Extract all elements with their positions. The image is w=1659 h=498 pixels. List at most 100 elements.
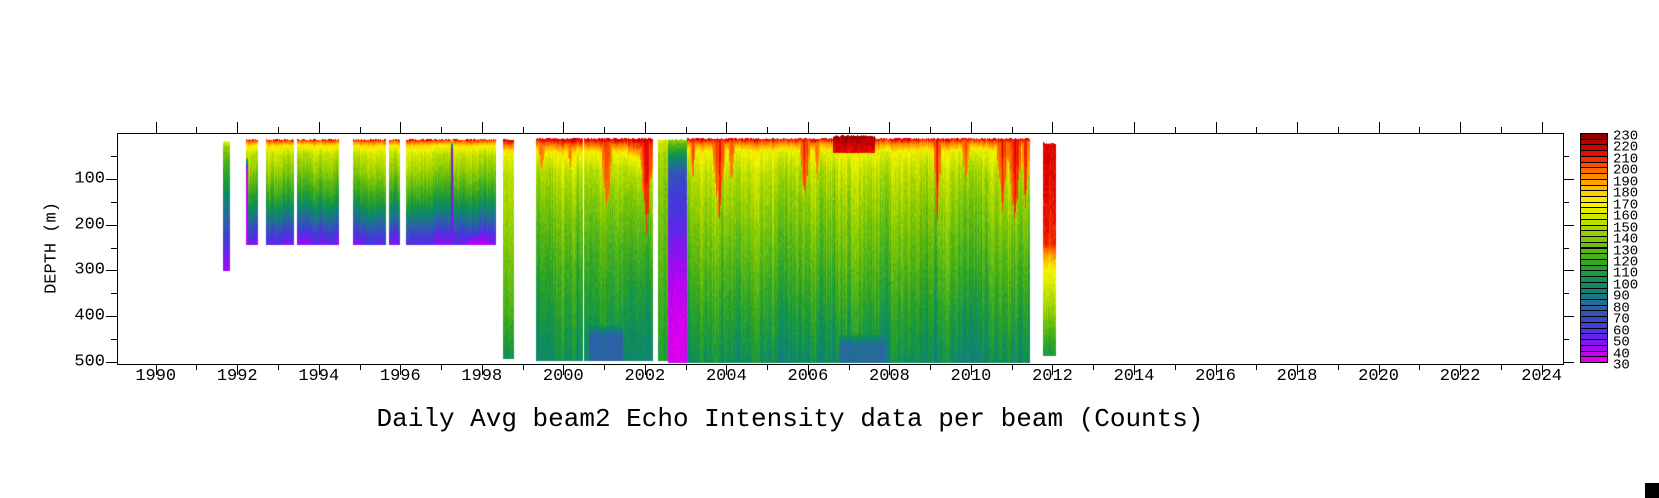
x-tick-label: 1990 (135, 367, 177, 386)
x-major-tick (971, 122, 972, 133)
colorbar-cell (1580, 350, 1608, 358)
x-major-tick (1379, 364, 1380, 375)
colorbar-cell (1580, 333, 1608, 341)
y-minor-tick (1563, 339, 1569, 340)
x-major-tick (889, 122, 890, 133)
x-tick-label: 2004 (705, 367, 747, 386)
y-minor-tick (1563, 202, 1569, 203)
x-major-tick (1542, 364, 1543, 375)
x-tick-label: 1992 (216, 367, 258, 386)
x-major-tick (889, 364, 890, 375)
colorbar-cell (1580, 190, 1608, 197)
colorbar-cell (1580, 247, 1608, 255)
y-major-tick (106, 179, 117, 180)
y-major-tick (106, 225, 117, 226)
y-axis-title: DEPTH (m) (42, 202, 62, 294)
colorbar-cell (1580, 201, 1608, 209)
colorbar (1580, 133, 1608, 363)
x-tick-label: 2020 (1358, 367, 1399, 386)
x-major-tick (1052, 122, 1053, 133)
x-major-tick (726, 122, 727, 133)
x-minor-tick (1175, 127, 1176, 133)
colorbar-cell (1580, 258, 1608, 266)
colorbar-cell (1580, 316, 1608, 323)
x-major-tick (319, 122, 320, 133)
colorbar-tick-label: 220 (1613, 139, 1639, 156)
x-tick-label: 2022 (1439, 367, 1481, 386)
x-major-tick (400, 364, 401, 375)
colorbar-cell (1580, 241, 1608, 249)
colorbar-cell (1580, 264, 1608, 272)
colorbar-cell (1580, 138, 1608, 146)
colorbar-cell (1580, 218, 1608, 226)
colorbar-cell (1580, 213, 1608, 220)
x-major-tick (1052, 364, 1053, 375)
colorbar-cell (1580, 321, 1608, 329)
x-minor-tick (1093, 364, 1094, 370)
x-tick-label: 1996 (379, 367, 421, 386)
x-tick-label: 2016 (1195, 367, 1236, 386)
x-minor-tick (1012, 364, 1013, 370)
colorbar-tick-label: 110 (1613, 265, 1639, 282)
x-minor-tick (1501, 127, 1502, 133)
x-major-tick (1134, 364, 1135, 375)
y-tick-label: 300 (74, 260, 105, 280)
x-minor-tick (1256, 364, 1257, 370)
colorbar-cell (1580, 327, 1608, 335)
colorbar-cell (1580, 167, 1608, 175)
colorbar-tick-label: 150 (1613, 220, 1639, 237)
y-major-tick (106, 270, 117, 271)
colorbar-cell (1580, 344, 1608, 352)
x-major-tick (156, 122, 157, 133)
x-major-tick (1216, 364, 1217, 375)
y-tick-label: 400 (74, 306, 105, 326)
y-tick-label: 500 (74, 352, 105, 372)
colorbar-tick-label: 120 (1613, 254, 1639, 271)
colorbar-tick-label: 80 (1613, 300, 1630, 317)
colorbar-cell (1580, 287, 1608, 295)
y-major-tick (1563, 316, 1574, 317)
x-minor-tick (686, 364, 687, 370)
x-minor-tick (1338, 127, 1339, 133)
y-major-tick (1563, 225, 1574, 226)
colorbar-cell (1580, 253, 1608, 260)
x-major-tick (1216, 122, 1217, 133)
x-minor-tick (930, 127, 931, 133)
x-major-tick (645, 364, 646, 375)
colorbar-cell (1580, 155, 1608, 163)
x-major-tick (1379, 122, 1380, 133)
chart-title: Daily Avg beam2 Echo Intensity data per … (376, 404, 1204, 434)
x-tick-label: 1998 (461, 367, 503, 386)
x-major-tick (482, 122, 483, 133)
x-tick-label: 1994 (298, 367, 340, 386)
colorbar-tick-label: 160 (1613, 208, 1639, 225)
x-minor-tick (849, 364, 850, 370)
x-minor-tick (686, 127, 687, 133)
colorbar-cell (1580, 276, 1608, 283)
colorbar-tick-label: 50 (1613, 334, 1630, 351)
x-major-tick (1460, 122, 1461, 133)
x-tick-label: 2002 (624, 367, 666, 386)
x-minor-tick (196, 364, 197, 370)
x-tick-label: 2000 (542, 367, 584, 386)
colorbar-cell (1580, 304, 1608, 312)
colorbar-cell (1580, 224, 1608, 232)
y-minor-tick (111, 202, 117, 203)
y-minor-tick (1563, 248, 1569, 249)
colorbar-tick-label: 60 (1613, 323, 1630, 340)
echo-intensity-heatmap (118, 134, 1563, 364)
colorbar-cell (1580, 207, 1608, 215)
x-major-tick (808, 122, 809, 133)
colorbar-tick-label: 230 (1613, 128, 1639, 145)
x-major-tick (237, 364, 238, 375)
x-minor-tick (767, 127, 768, 133)
y-tick-label: 200 (74, 215, 105, 235)
x-major-tick (1460, 364, 1461, 375)
colorbar-cell (1580, 150, 1608, 157)
x-minor-tick (849, 127, 850, 133)
x-major-tick (156, 364, 157, 375)
colorbar-tick-label: 190 (1613, 174, 1639, 191)
colorbar-cell (1580, 144, 1608, 152)
x-minor-tick (523, 364, 524, 370)
